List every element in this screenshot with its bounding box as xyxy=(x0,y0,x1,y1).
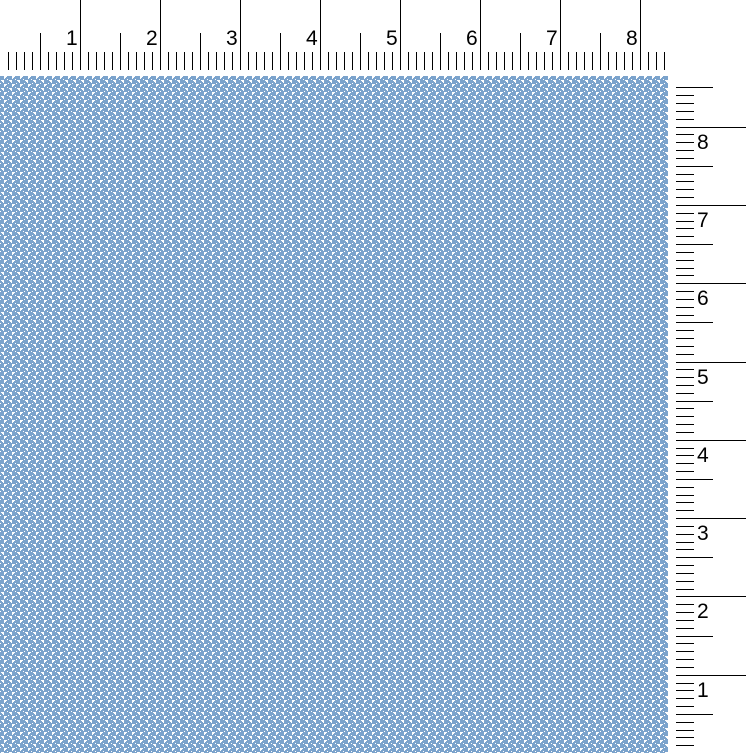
right-ruler-label: 3 xyxy=(697,522,709,546)
right-ruler-label: 5 xyxy=(697,365,709,389)
top-ruler-label: 6 xyxy=(466,27,478,50)
right-ruler-label: 4 xyxy=(697,443,709,467)
top-ruler xyxy=(8,0,665,70)
top-ruler-label: 8 xyxy=(626,27,638,50)
right-ruler-label: 7 xyxy=(697,208,709,232)
right-ruler-label: 6 xyxy=(697,287,709,311)
fabric-swatch xyxy=(0,76,668,753)
right-ruler-label: 2 xyxy=(697,600,709,624)
right-ruler-label: 1 xyxy=(697,678,709,702)
right-ruler-label: 8 xyxy=(697,130,709,154)
top-ruler-label: 5 xyxy=(386,27,398,50)
top-ruler-label: 3 xyxy=(226,27,238,50)
top-ruler-label: 2 xyxy=(146,27,158,50)
top-ruler-label: 7 xyxy=(546,27,558,50)
top-ruler-label: 1 xyxy=(66,27,78,50)
right-ruler xyxy=(676,87,746,746)
top-ruler-label: 4 xyxy=(306,27,318,50)
